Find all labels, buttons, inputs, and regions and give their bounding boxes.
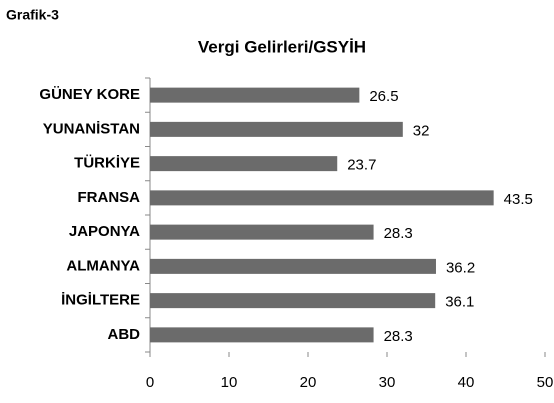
data-label: 28.3 <box>384 328 413 345</box>
bar <box>150 156 338 172</box>
bar <box>150 87 360 103</box>
bar <box>150 293 436 309</box>
data-label: 43.5 <box>504 191 533 208</box>
y-tick-label: ALMANYA <box>66 257 140 274</box>
bar <box>150 121 403 137</box>
y-tick-label: ABD <box>108 326 141 343</box>
chart-title: Vergi Gelirleri/GSYİH <box>198 37 366 56</box>
x-tick-label: 30 <box>379 374 396 391</box>
data-label: 26.5 <box>369 88 398 105</box>
bar <box>150 190 494 206</box>
x-tick-label: 0 <box>146 374 154 391</box>
y-tick-label: İNGİLTERE <box>61 292 140 309</box>
data-label: 36.2 <box>446 259 475 276</box>
data-label: 36.1 <box>445 294 474 311</box>
bar <box>150 258 436 274</box>
x-tick-label: 10 <box>221 374 238 391</box>
x-tick-label: 20 <box>300 374 317 391</box>
chart-heading: Grafik-3 <box>6 7 59 23</box>
y-tick-label: YUNANİSTAN <box>43 120 140 137</box>
y-tick-label: JAPONYA <box>69 223 140 240</box>
x-tick-label: 40 <box>458 374 475 391</box>
y-tick-label: TÜRKİYE <box>74 155 140 172</box>
data-label: 23.7 <box>347 157 376 174</box>
data-label: 32 <box>413 122 430 139</box>
bar <box>150 327 374 343</box>
bar <box>150 224 374 240</box>
y-tick-label: GÜNEY KORE <box>39 86 140 103</box>
y-tick-label: FRANSA <box>78 189 141 206</box>
x-tick-label: 50 <box>537 374 554 391</box>
data-label: 28.3 <box>384 225 413 242</box>
